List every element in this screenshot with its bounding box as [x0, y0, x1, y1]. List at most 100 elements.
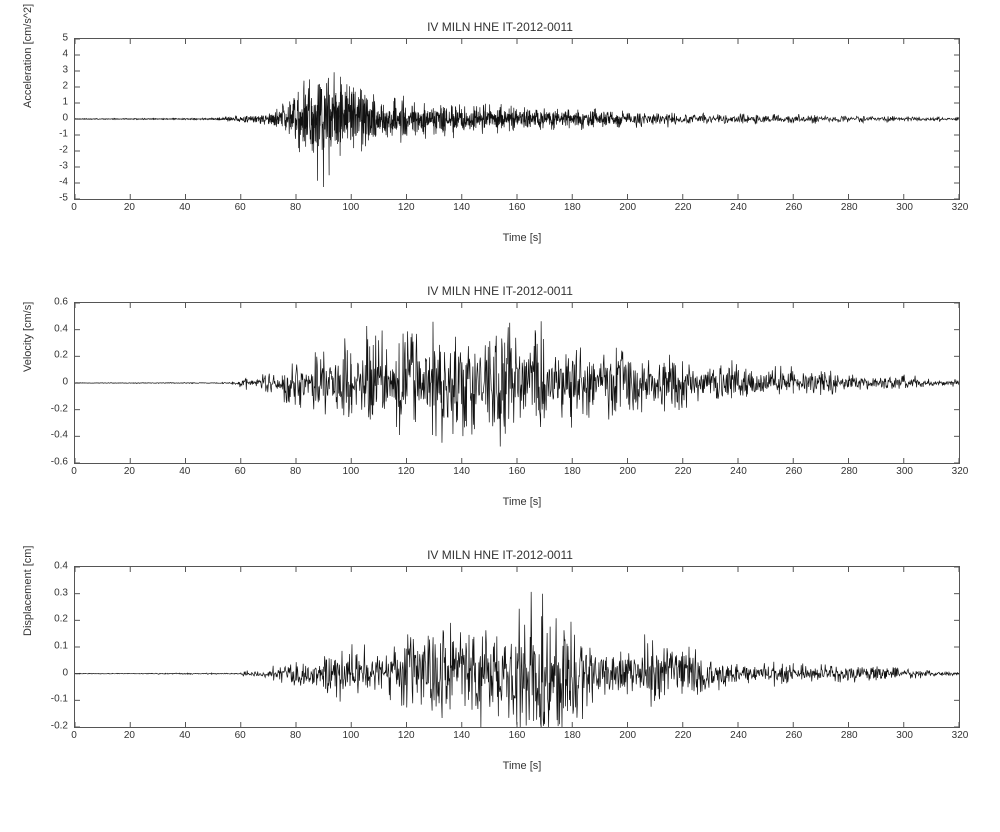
x-tick: 180	[564, 466, 581, 477]
y-tick: -4	[30, 177, 68, 188]
y-tick: 0	[30, 377, 68, 388]
y-tick: -1	[30, 129, 68, 140]
x-tick: 60	[235, 730, 246, 741]
x-axis-label: Time [s]	[74, 232, 970, 244]
x-tick: 80	[290, 466, 301, 477]
x-tick: 180	[564, 202, 581, 213]
x-tick: 100	[343, 730, 360, 741]
x-tick: 200	[619, 466, 636, 477]
y-tick: 0.4	[30, 323, 68, 334]
x-tick: 40	[179, 466, 190, 477]
x-tick: 40	[179, 730, 190, 741]
y-ticks: -0.6-0.4-0.200.20.40.6	[30, 302, 70, 462]
x-tick: 160	[509, 730, 526, 741]
waveform	[75, 567, 959, 727]
x-tick: 260	[786, 730, 803, 741]
y-ticks: -0.2-0.100.10.20.30.4	[30, 566, 70, 726]
x-tick: 240	[730, 466, 747, 477]
panel-disp: IV MILN HNE IT-2012-0011Displacement [cm…	[30, 548, 970, 772]
y-tick: 0	[30, 667, 68, 678]
x-tick: 60	[235, 202, 246, 213]
x-tick: 260	[786, 202, 803, 213]
panel-title: IV MILN HNE IT-2012-0011	[30, 548, 970, 562]
x-tick: 260	[786, 466, 803, 477]
x-tick: 20	[124, 202, 135, 213]
x-tick: 140	[453, 730, 470, 741]
y-ticks: -5-4-3-2-1012345	[30, 38, 70, 198]
panel-vel: IV MILN HNE IT-2012-0011Velocity [cm/s]-…	[30, 284, 970, 508]
y-tick: 0.2	[30, 614, 68, 625]
x-tick: 180	[564, 730, 581, 741]
x-tick: 20	[124, 466, 135, 477]
x-tick: 280	[841, 202, 858, 213]
y-tick: 3	[30, 65, 68, 76]
y-tick: -3	[30, 161, 68, 172]
x-ticks: 0 20 40 60 80 100 120 140 160 180 200 220 240 260 280 3…	[74, 464, 960, 478]
x-tick: 200	[619, 202, 636, 213]
panel-title: IV MILN HNE IT-2012-0011	[30, 284, 970, 298]
signal-trace	[75, 592, 959, 727]
x-tick: 80	[290, 202, 301, 213]
x-tick: 140	[453, 202, 470, 213]
y-tick: -5	[30, 193, 68, 204]
x-tick: 0	[71, 730, 77, 741]
x-tick: 160	[509, 466, 526, 477]
y-tick: 5	[30, 33, 68, 44]
x-tick: 320	[952, 466, 969, 477]
y-tick: 0.1	[30, 641, 68, 652]
y-tick: 1	[30, 97, 68, 108]
x-tick: 320	[952, 202, 969, 213]
y-tick: 0.3	[30, 587, 68, 598]
x-tick: 300	[896, 202, 913, 213]
y-tick: -0.2	[30, 403, 68, 414]
panel-accel: IV MILN HNE IT-2012-0011Acceleration [cm…	[30, 20, 970, 244]
x-tick: 140	[453, 466, 470, 477]
y-tick: 4	[30, 49, 68, 60]
x-tick: 120	[398, 202, 415, 213]
seismogram-figure: IV MILN HNE IT-2012-0011Acceleration [cm…	[30, 20, 970, 772]
x-tick: 300	[896, 466, 913, 477]
plot-wrap: -0.2-0.100.10.20.30.4	[30, 566, 970, 728]
x-tick: 0	[71, 202, 77, 213]
y-tick: 0.6	[30, 297, 68, 308]
x-tick: 200	[619, 730, 636, 741]
plot-wrap: -0.6-0.4-0.200.20.40.6	[30, 302, 970, 464]
x-tick: 220	[675, 202, 692, 213]
x-tick: 300	[896, 730, 913, 741]
x-tick: 60	[235, 466, 246, 477]
x-tick: 280	[841, 730, 858, 741]
x-axis-label: Time [s]	[74, 496, 970, 508]
x-tick: 80	[290, 730, 301, 741]
x-tick: 120	[398, 730, 415, 741]
x-tick: 100	[343, 202, 360, 213]
y-tick: 2	[30, 81, 68, 92]
y-tick: -0.4	[30, 430, 68, 441]
x-tick: 220	[675, 466, 692, 477]
signal-trace	[75, 321, 959, 446]
y-tick: 0.2	[30, 350, 68, 361]
plot-area	[74, 302, 960, 464]
x-tick: 240	[730, 202, 747, 213]
waveform	[75, 303, 959, 463]
plot-area	[74, 38, 960, 200]
waveform	[75, 39, 959, 199]
x-tick: 280	[841, 466, 858, 477]
y-tick: 0	[30, 113, 68, 124]
y-tick: -0.2	[30, 721, 68, 732]
y-tick: -2	[30, 145, 68, 156]
x-tick: 40	[179, 202, 190, 213]
x-tick: 220	[675, 730, 692, 741]
x-tick: 0	[71, 466, 77, 477]
x-tick: 100	[343, 466, 360, 477]
x-tick: 160	[509, 202, 526, 213]
plot-wrap: -5-4-3-2-1012345	[30, 38, 970, 200]
panel-title: IV MILN HNE IT-2012-0011	[30, 20, 970, 34]
signal-trace	[75, 72, 959, 187]
x-tick: 120	[398, 466, 415, 477]
x-ticks: 0 20 40 60 80 100 120 140 160 180 200 220 240 260 280 3…	[74, 200, 960, 214]
x-tick: 240	[730, 730, 747, 741]
x-tick: 20	[124, 730, 135, 741]
x-axis-label: Time [s]	[74, 760, 970, 772]
y-tick: 0.4	[30, 561, 68, 572]
plot-area	[74, 566, 960, 728]
